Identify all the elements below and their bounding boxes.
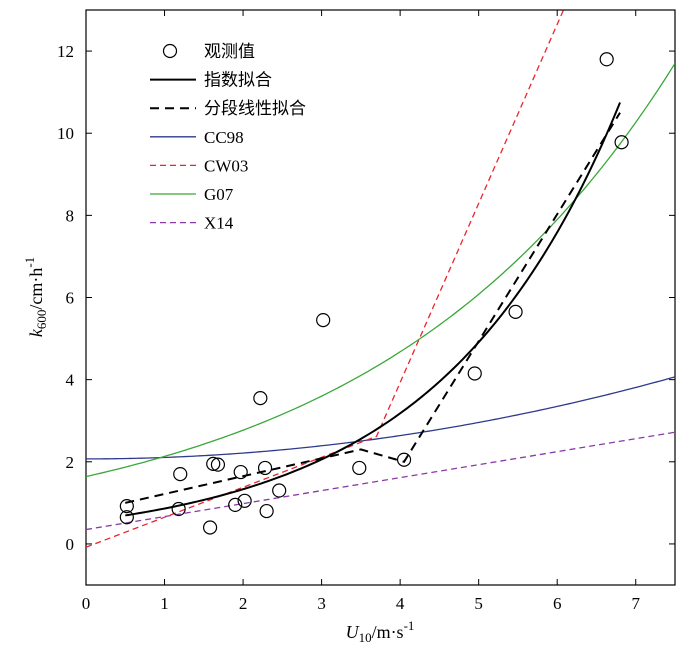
y-tick-label: 4 (66, 371, 75, 390)
data-point (228, 497, 243, 513)
series---line (125, 102, 621, 517)
data-point (508, 304, 523, 319)
data-point (599, 52, 614, 67)
series-cc98-line (86, 376, 675, 460)
data-point (272, 483, 287, 498)
data-point (119, 499, 134, 514)
x-tick-label: 4 (396, 594, 405, 613)
legend-item-cc98: CC98 (150, 128, 244, 147)
data-point (233, 464, 248, 480)
y-tick-label: 12 (57, 42, 74, 61)
legend-item-cw03: CW03 (150, 156, 248, 175)
series-g07-line (86, 62, 675, 478)
legend-label: CC98 (204, 128, 244, 147)
data-point (171, 501, 186, 517)
x-tick-label: 1 (160, 594, 169, 613)
x-axis-label-sub: 10 (359, 630, 372, 645)
legend-item--: 分段线性拟合 (150, 99, 306, 119)
series---line (125, 112, 621, 504)
x-axis-label-var: U (346, 622, 360, 642)
legend-marker (162, 43, 178, 59)
legend-label: CW03 (204, 156, 248, 175)
x-tick-label: 5 (474, 594, 483, 613)
data-point (173, 467, 188, 482)
x-tick-label: 3 (317, 594, 326, 613)
plot-frame (85, 9, 676, 586)
y-axis-label-var: k (26, 328, 46, 337)
legend-item-x14: X14 (150, 214, 234, 233)
data-point (202, 520, 218, 535)
data-point (257, 460, 273, 476)
data-point (467, 366, 482, 381)
legend-label: 观测值 (204, 42, 255, 62)
y-tick-label: 8 (66, 206, 75, 225)
data-point (259, 503, 274, 519)
data-point (210, 457, 226, 472)
legend-label: X14 (204, 214, 234, 233)
x-axis-label: U10/m·s-1 (346, 618, 415, 645)
x-axis-label-unit: /m·s (372, 622, 404, 642)
series-cw03-line (86, 10, 565, 548)
y-tick-label: 0 (66, 535, 75, 554)
y-axis-label: k600/cm·h-1 (22, 257, 49, 337)
x-tick-label: 7 (631, 594, 640, 613)
x-tick-label: 6 (553, 594, 562, 613)
x-axis-label-sup: -1 (404, 618, 415, 633)
x-tick-label: 0 (82, 594, 91, 613)
legend-label: G07 (204, 185, 234, 204)
y-axis-label-sup: -1 (22, 257, 37, 268)
series-x14-line (86, 431, 675, 531)
y-tick-label: 10 (57, 124, 74, 143)
legend-item--: 指数拟合 (150, 71, 272, 91)
data-point (237, 493, 252, 508)
data-point (396, 452, 412, 467)
y-tick-label: 6 (66, 289, 75, 308)
legend-item--: 观测值 (162, 42, 255, 62)
legend-item-g07: G07 (150, 185, 234, 204)
series-layer (86, 10, 675, 548)
data-point (206, 456, 221, 471)
legend-label: 分段线性拟合 (204, 99, 306, 119)
data-point (119, 510, 134, 525)
data-point (614, 135, 629, 150)
y-axis-label-unit: /cm·h (26, 268, 46, 310)
y-tick-label: 2 (66, 453, 75, 472)
data-point (253, 391, 268, 406)
legend-label: 指数拟合 (204, 71, 272, 91)
data-point (316, 312, 331, 328)
y-axis-label-sub: 600 (34, 310, 49, 330)
data-point (352, 460, 367, 476)
x-tick-label: 2 (239, 594, 248, 613)
